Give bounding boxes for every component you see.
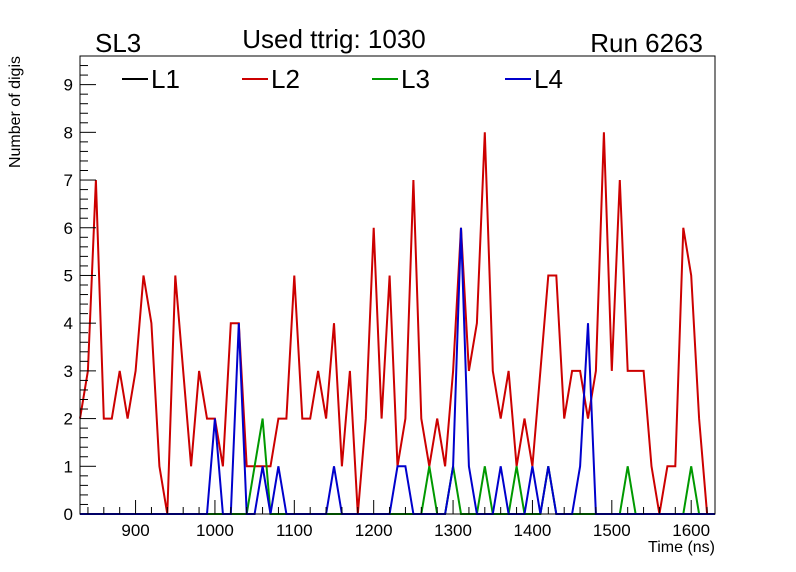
y-tick-label: 8 xyxy=(64,123,73,142)
series-line-l2 xyxy=(79,132,709,515)
x-tick-label: 1200 xyxy=(355,521,393,540)
x-axis: 900 1000 1100 1200 1300 1400 1500 1600 xyxy=(87,500,710,540)
legend-label-l2: L2 xyxy=(271,64,300,94)
y-tick-label: 0 xyxy=(64,505,73,524)
x-tick-label: 1100 xyxy=(276,521,313,540)
y-tick-label: 4 xyxy=(64,314,73,333)
x-tick-label: 1400 xyxy=(514,521,552,540)
legend-label-l4: L4 xyxy=(534,64,563,94)
run-label: Run 6263 xyxy=(590,28,703,58)
legend: L1 L2 L3 L4 xyxy=(122,64,563,94)
x-tick-label: 900 xyxy=(121,521,149,540)
y-tick-label: 1 xyxy=(64,457,73,476)
x-tick-label: 1500 xyxy=(593,521,631,540)
x-tick-label: 1600 xyxy=(672,521,710,540)
y-tick-label: 7 xyxy=(64,171,73,190)
x-axis-label: Time (ns) xyxy=(648,539,715,556)
y-axis-label: Number of digis xyxy=(7,56,24,168)
x-tick-label: 1000 xyxy=(196,521,234,540)
legend-label-l1: L1 xyxy=(151,64,180,94)
y-tick-label: 2 xyxy=(64,410,73,429)
y-tick-label: 6 xyxy=(64,219,73,238)
y-tick-label: 9 xyxy=(64,76,73,95)
y-tick-label: 5 xyxy=(64,266,73,285)
y-tick-label: 3 xyxy=(64,362,73,381)
x-tick-label: 1300 xyxy=(434,521,472,540)
superlayer-label: SL3 xyxy=(95,28,141,58)
y-axis: 0 1 2 3 4 5 6 7 8 9 xyxy=(64,55,96,524)
chart-title: Used ttrig: 1030 xyxy=(242,24,426,54)
legend-label-l3: L3 xyxy=(401,64,430,94)
